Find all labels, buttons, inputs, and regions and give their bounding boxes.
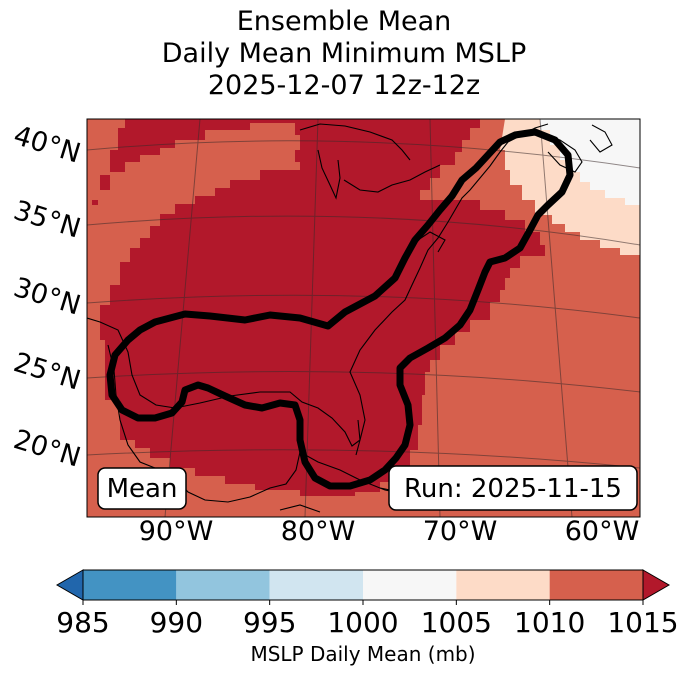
run-label: Run: 2025-11-15 <box>404 474 622 504</box>
longitude-labels: 90°W 80°W 70°W 60°W <box>139 516 640 547</box>
colorbar-bin-2 <box>269 570 363 600</box>
colorbar-over-triangle <box>642 569 671 601</box>
map-area: Mean Run: 2025-11-15 <box>87 119 640 517</box>
colorbar-tick-label-2: 995 <box>243 606 296 639</box>
lon-label-70w: 70°W <box>423 516 498 547</box>
mean-label: Mean <box>107 474 178 504</box>
title-line-3: 2025-12-07 12z-12z <box>207 70 481 101</box>
lat-label-20: 20°N <box>10 424 84 474</box>
colorbar-bin-1 <box>176 570 270 600</box>
colorbar-bin-3 <box>363 570 457 600</box>
map-frame <box>86 118 641 518</box>
contour-line <box>106 128 574 490</box>
lat-label-40: 40°N <box>10 120 84 170</box>
run-label-box: Run: 2025-11-15 <box>388 465 638 511</box>
colorbar-under-triangle <box>55 569 84 601</box>
colorbar-tick-label-5: 1010 <box>514 606 585 639</box>
latitude-labels: 40°N 35°N 30°N 25°N 20°N <box>10 120 84 474</box>
mean-label-box: Mean <box>97 467 187 510</box>
lon-label-60w: 60°W <box>565 516 640 547</box>
colorbar-tick-label-1: 990 <box>150 606 203 639</box>
colorbar-bin-0 <box>83 570 177 600</box>
colorbar-tick-label-6: 1015 <box>607 606 678 639</box>
lat-label-25: 25°N <box>10 347 84 397</box>
colorbar-tick-label-0: 985 <box>56 606 109 639</box>
lat-label-30: 30°N <box>10 272 84 322</box>
field-1000-1005 <box>540 119 640 205</box>
colorbar-label: MSLP Daily Mean (mb) <box>250 642 475 666</box>
colorbar: 985 990 995 1000 1005 1010 1015 <box>55 569 679 639</box>
title-line-2: Daily Mean Minimum MSLP <box>161 38 527 69</box>
lon-label-80w: 80°W <box>281 516 356 547</box>
lat-label-35: 35°N <box>10 195 84 245</box>
field-over-1015 <box>87 119 545 496</box>
colorbar-bin-5 <box>549 570 643 600</box>
colorbar-tick-label-3: 1000 <box>327 606 398 639</box>
colorbar-tick-label-4: 1005 <box>421 606 492 639</box>
colorbar-bin-4 <box>456 570 550 600</box>
title-line-1: Ensemble Mean <box>236 6 452 37</box>
field-1010-topleft <box>87 119 125 215</box>
lon-label-90w: 90°W <box>139 516 214 547</box>
